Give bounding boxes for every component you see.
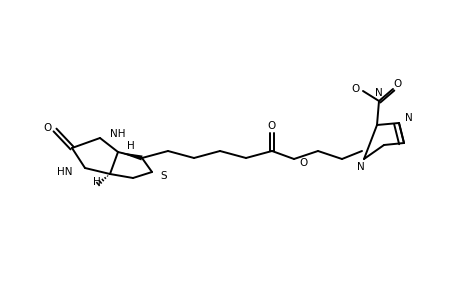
Text: HN: HN — [57, 167, 73, 177]
Text: O: O — [393, 79, 401, 89]
Text: S: S — [160, 171, 166, 181]
Text: N: N — [374, 88, 382, 98]
Text: O: O — [267, 121, 275, 131]
Text: N: N — [404, 113, 412, 123]
Text: H: H — [127, 141, 134, 151]
Text: O: O — [298, 158, 307, 168]
Text: O: O — [351, 84, 359, 94]
Polygon shape — [118, 152, 142, 160]
Text: NH: NH — [110, 129, 125, 139]
Text: H: H — [93, 177, 101, 187]
Text: N: N — [356, 162, 364, 172]
Text: O: O — [44, 123, 52, 133]
